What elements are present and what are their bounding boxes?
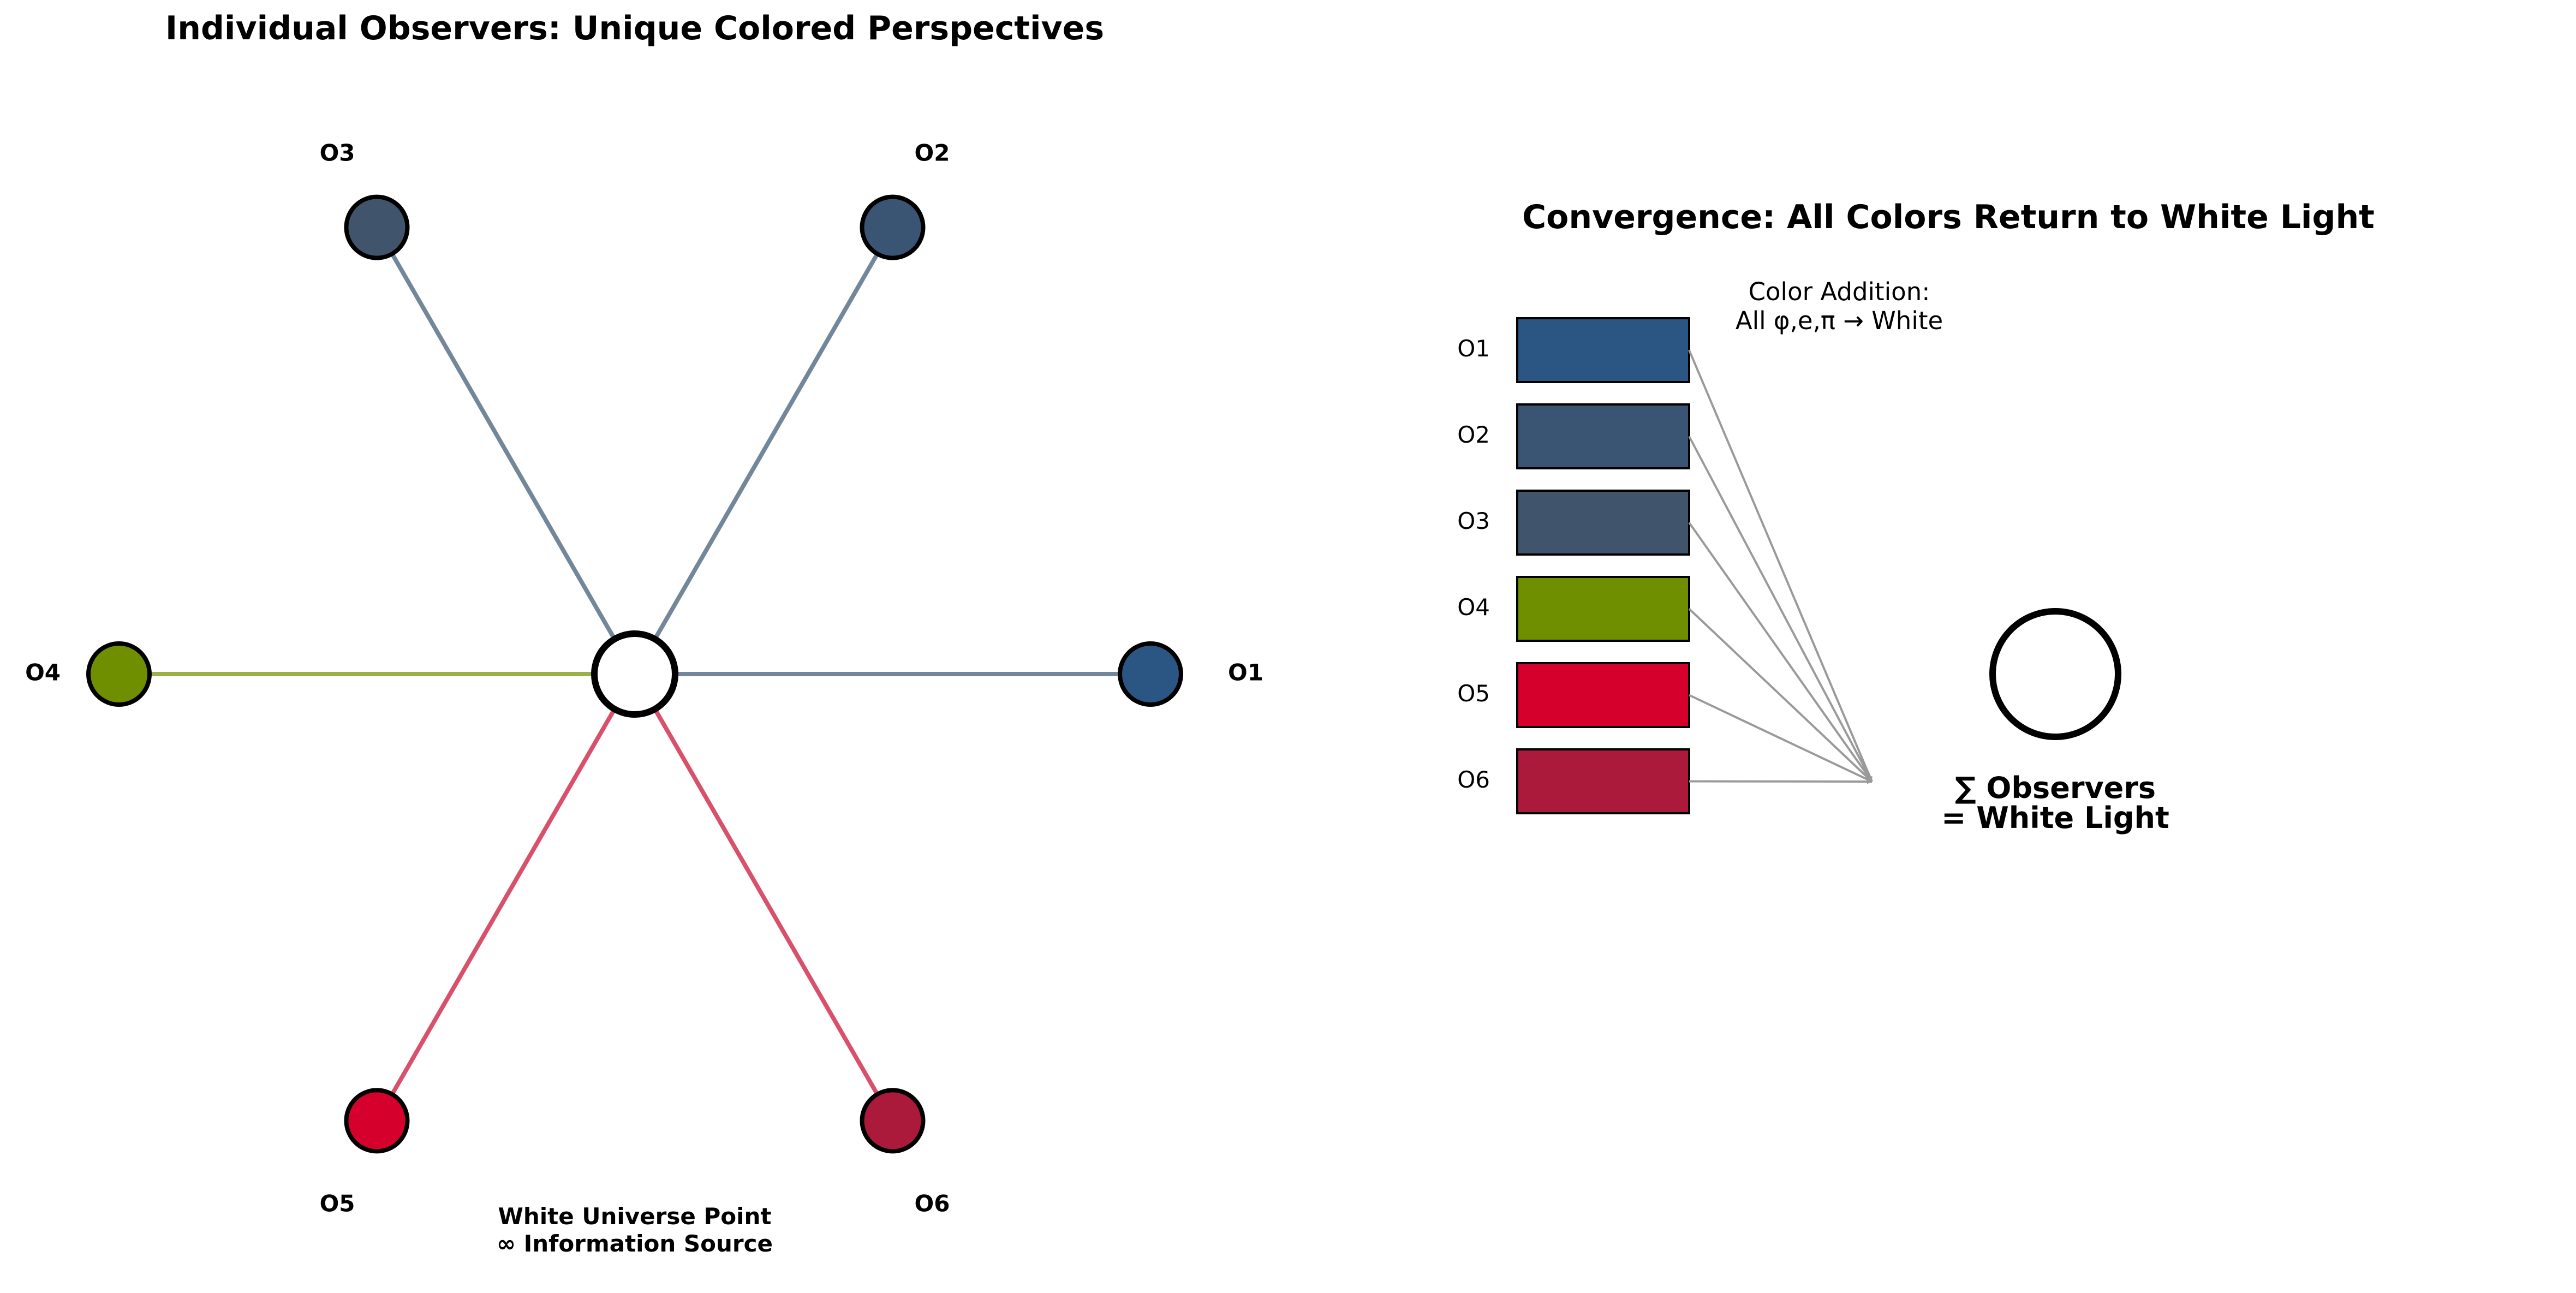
swatch-o2 (1516, 403, 1690, 469)
center-caption-line2: ∞ Information Source (497, 1230, 773, 1257)
observer-node-o5 (344, 1088, 410, 1154)
arrow-o1 (1688, 349, 1873, 782)
convergence-panel-title: Convergence: All Colors Return to White … (1522, 198, 2375, 236)
convergence-panel: Convergence: All Colors Return to White … (1457, 198, 2375, 835)
observer-label-o4: O4 (25, 659, 61, 686)
observers-panel: Individual Observers: Unique Colored Per… (25, 9, 1263, 1257)
swatch-o6 (1516, 748, 1690, 814)
color-addition-note-line1: Color Addition: (1749, 277, 1930, 306)
swatch-label-o5: O5 (1457, 680, 1490, 707)
center-caption-line1: White Universe Point (498, 1203, 772, 1230)
observer-label-o1: O1 (1228, 659, 1263, 686)
observer-node-o6 (860, 1088, 926, 1154)
observer-rays (150, 253, 1120, 1095)
white-universe-point (591, 630, 678, 718)
sum-observers-line2: = White Light (1941, 801, 2169, 835)
observer-label-o2: O2 (915, 140, 950, 166)
observer-label-o3: O3 (320, 140, 355, 166)
swatch-o4 (1516, 576, 1690, 642)
swatch-label-o1: O1 (1457, 335, 1490, 362)
observer-node-o2 (860, 194, 926, 260)
swatch-o1 (1516, 317, 1690, 383)
observer-label-o5: O5 (320, 1190, 355, 1217)
swatch-label-o3: O3 (1457, 508, 1490, 534)
observer-nodes: O1 O2 O3 O4 O5 O6 (25, 140, 1263, 1217)
ray-o2 (653, 253, 879, 640)
arrow-o3 (1688, 522, 1873, 783)
ray-o5 (390, 708, 617, 1095)
observers-panel-title: Individual Observers: Unique Colored Per… (165, 9, 1104, 47)
arrow-o2 (1688, 436, 1873, 782)
color-addition-note-line2: All φ,e,π → White (1736, 306, 1943, 335)
observer-node-o1 (1118, 641, 1183, 707)
observer-node-o4 (86, 641, 152, 707)
sum-observers-line1: ∑ Observers (1955, 771, 2156, 805)
arrow-o5 (1689, 694, 1873, 783)
observer-node-o3 (344, 194, 410, 260)
observer-label-o6: O6 (915, 1190, 950, 1217)
swatch-label-o6: O6 (1457, 766, 1490, 793)
color-swatches: O1 O2 O3 O4 O5 O6 (1457, 317, 1690, 814)
convergence-arrows (1688, 349, 1873, 784)
swatch-o3 (1516, 490, 1690, 556)
ray-o3 (390, 253, 617, 640)
ray-o6 (653, 708, 879, 1095)
swatch-label-o4: O4 (1457, 594, 1490, 621)
arrow-o4 (1688, 608, 1873, 783)
swatch-label-o2: O2 (1457, 421, 1490, 448)
white-light-circle (1989, 608, 2121, 740)
swatch-o5 (1516, 662, 1690, 728)
